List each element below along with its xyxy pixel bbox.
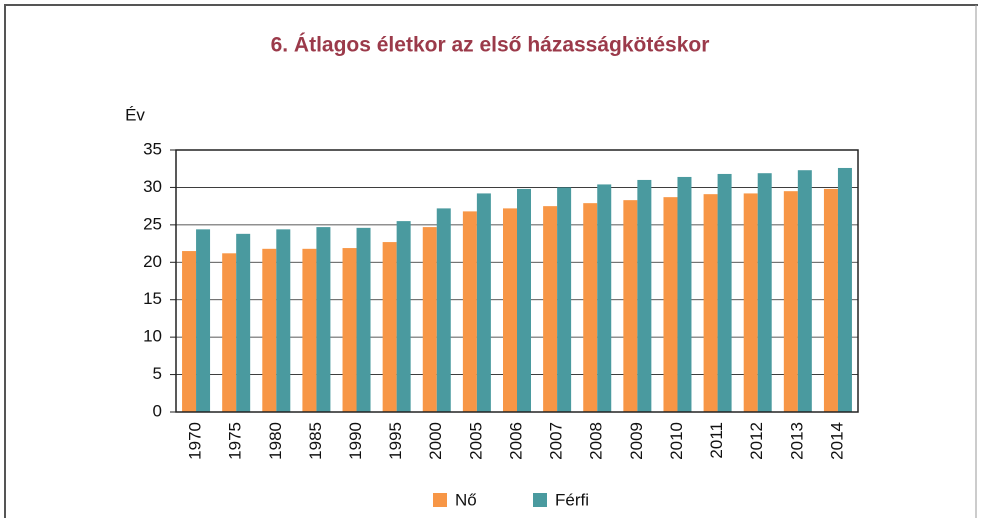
x-tick-label: 2012	[747, 422, 766, 460]
y-axis-label: Év	[125, 105, 145, 124]
legend-swatch	[433, 493, 447, 507]
bar	[743, 193, 758, 412]
y-tick-label: 15	[143, 289, 162, 308]
bar	[583, 203, 598, 412]
bar	[557, 187, 572, 412]
bar	[462, 211, 477, 412]
legend-swatch	[533, 493, 547, 507]
chart-title: 6. Átlagos életkor az első házasságkötés…	[271, 34, 710, 57]
bar	[597, 184, 612, 412]
bar	[703, 194, 718, 412]
y-tick-label: 30	[143, 177, 162, 196]
bar	[476, 193, 491, 412]
x-tick-label: 1985	[306, 422, 325, 460]
x-tick-label: 2006	[506, 422, 525, 460]
bar	[356, 227, 371, 412]
x-tick-label: 2010	[667, 422, 686, 460]
bar	[543, 206, 558, 412]
bar	[236, 233, 251, 412]
bar	[316, 227, 331, 412]
bar	[222, 253, 237, 412]
legend-label: Férfi	[555, 490, 589, 509]
bar	[182, 251, 197, 412]
y-tick-label: 10	[143, 327, 162, 346]
x-tick-label: 1970	[186, 422, 205, 460]
y-tick-label: 20	[143, 252, 162, 271]
bar	[717, 173, 732, 412]
x-tick-label: 2007	[547, 422, 566, 460]
x-tick-label: 2000	[426, 422, 445, 460]
y-tick-label: 25	[143, 214, 162, 233]
plot-border	[175, 149, 859, 413]
bar	[503, 208, 517, 412]
x-tick-label: 2008	[587, 422, 606, 460]
x-tick-label: 1990	[346, 422, 365, 460]
bar	[663, 197, 678, 412]
x-tick-label: 1980	[266, 422, 285, 460]
x-tick-label: 2009	[627, 422, 646, 460]
bar	[396, 221, 411, 412]
bar	[783, 191, 798, 412]
x-tick-label: 2014	[827, 422, 846, 460]
bar	[637, 179, 652, 412]
bar	[823, 188, 838, 412]
bar	[382, 242, 397, 412]
bar	[623, 200, 638, 412]
bar	[262, 248, 277, 412]
bar	[837, 167, 852, 412]
x-tick-label: 1975	[226, 422, 245, 460]
bar	[342, 248, 357, 412]
bar	[677, 176, 692, 412]
y-tick-label: 5	[153, 364, 162, 383]
bar	[276, 229, 291, 412]
bar	[797, 170, 812, 412]
y-tick-label: 35	[143, 139, 162, 158]
x-tick-label: 1995	[386, 422, 405, 460]
bar	[436, 208, 451, 412]
x-tick-label: 2011	[707, 422, 726, 459]
bar	[422, 227, 437, 412]
bar	[302, 248, 317, 412]
bar	[196, 229, 211, 412]
x-tick-label: 2005	[466, 422, 485, 460]
bar	[517, 188, 531, 412]
bar	[757, 173, 772, 412]
legend-label: Nő	[455, 490, 477, 509]
x-tick-label: 2013	[787, 422, 806, 460]
y-tick-label: 0	[153, 401, 162, 420]
